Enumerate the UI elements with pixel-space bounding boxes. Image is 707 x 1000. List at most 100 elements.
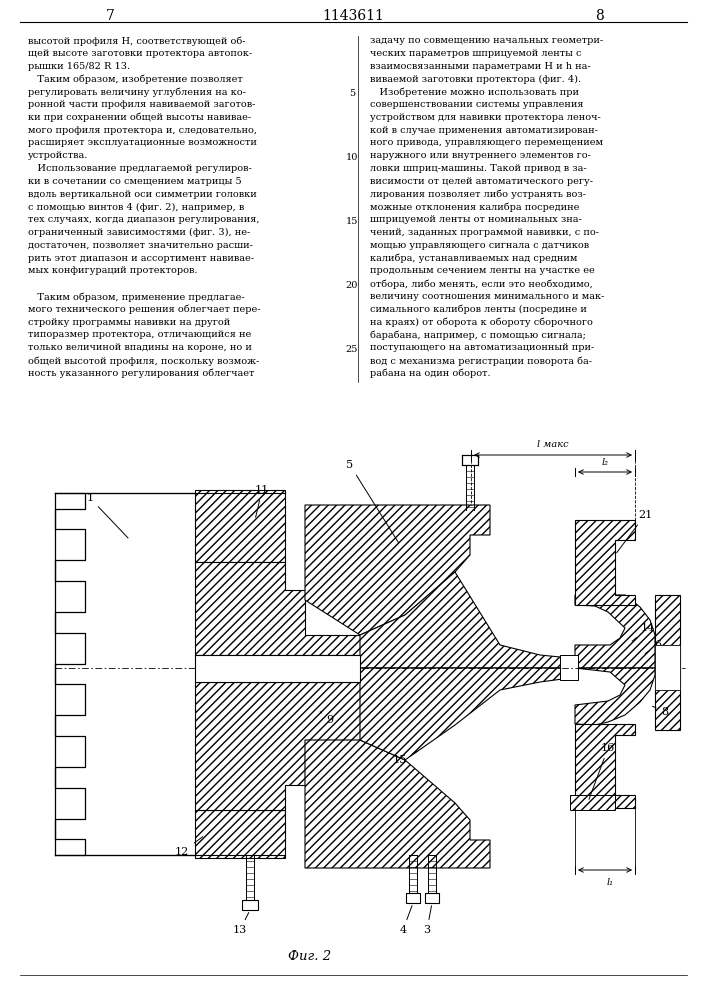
Text: 25: 25 [346,345,358,354]
Polygon shape [655,645,680,690]
Text: 13: 13 [233,912,249,935]
Polygon shape [195,810,285,858]
Text: регулировать величину углубления на ко-: регулировать величину углубления на ко- [28,87,246,97]
Polygon shape [360,572,570,668]
Text: мого технического решения облегчает пере-: мого технического решения облегчает пере… [28,305,260,314]
Text: чений, заданных программой навивки, с по-: чений, заданных программой навивки, с по… [370,228,599,237]
Text: устройством для навивки протектора леноч-: устройством для навивки протектора леноч… [370,113,601,122]
Bar [195,655,360,682]
Text: 1143611: 1143611 [322,9,384,23]
Text: ческих параметров шприцуемой ленты с: ческих параметров шприцуемой ленты с [370,49,581,58]
Text: расширяет эксплуатационные возможности: расширяет эксплуатационные возможности [28,138,257,147]
Text: щей высоте заготовки протектора автопок-: щей высоте заготовки протектора автопок- [28,49,252,58]
Polygon shape [195,562,360,655]
Text: кой в случае применения автоматизирован-: кой в случае применения автоматизирован- [370,126,598,135]
Text: ки при сохранении общей высоты навивае-: ки при сохранении общей высоты навивае- [28,113,251,122]
Bar [425,893,439,903]
Text: виваемой заготовки протектора (фиг. 4).: виваемой заготовки протектора (фиг. 4). [370,74,581,84]
Text: только величиной впадины на короне, но и: только величиной впадины на короне, но и [28,343,252,352]
Text: с помощью винтов 4 (фиг. 2), например, в: с помощью винтов 4 (фиг. 2), например, в [28,202,244,212]
Text: 8: 8 [595,9,604,23]
Bar [570,795,615,810]
Text: наружного или внутреннего элементов го-: наружного или внутреннего элементов го- [370,151,591,160]
Text: 5: 5 [346,460,399,543]
Polygon shape [575,520,635,605]
Text: 5: 5 [349,89,355,98]
Text: 6: 6 [645,640,662,653]
Text: отбора, либо менять, если это необходимо,: отбора, либо менять, если это необходимо… [370,279,592,289]
Text: лирования позволяет либо устранять воз-: лирования позволяет либо устранять воз- [370,190,586,199]
Polygon shape [575,724,635,808]
Text: мощью управляющего сигнала с датчиков: мощью управляющего сигнала с датчиков [370,241,589,250]
Bar [462,455,478,465]
Text: 15: 15 [346,217,358,226]
Text: Таким образом, применение предлагае-: Таким образом, применение предлагае- [28,292,245,302]
Text: 14: 14 [632,623,655,641]
Text: 15: 15 [393,751,418,765]
Text: высотой профиля Н, соответствующей об-: высотой профиля Н, соответствующей об- [28,36,245,45]
Polygon shape [195,490,285,562]
Text: 10: 10 [346,153,358,162]
Text: Таким образом, изобретение позволяет: Таким образом, изобретение позволяет [28,74,243,84]
Text: рить этот диапазон и ассортимент навивае-: рить этот диапазон и ассортимент навивае… [28,254,254,263]
Text: 10: 10 [660,668,677,685]
Text: типоразмер протектора, отличающийся не: типоразмер протектора, отличающийся не [28,330,251,339]
Text: вод с механизма регистрации поворота ба-: вод с механизма регистрации поворота ба- [370,356,592,365]
Text: задачу по совмещению начальных геометри-: задачу по совмещению начальных геометри- [370,36,603,45]
Text: тех случаях, когда диапазон регулирования,: тех случаях, когда диапазон регулировани… [28,215,259,224]
Text: ки в сочетании со смещением матрицы 5: ки в сочетании со смещением матрицы 5 [28,177,242,186]
Text: l₂: l₂ [602,458,609,467]
Text: 21: 21 [617,510,652,553]
Text: стройку программы навивки на другой: стройку программы навивки на другой [28,318,230,327]
Text: калибра, устанавливаемых над средним: калибра, устанавливаемых над средним [370,254,578,263]
Text: l макс: l макс [537,440,569,449]
Text: рабана на один оборот.: рабана на один оборот. [370,369,491,378]
Text: 3: 3 [423,906,431,935]
Polygon shape [195,682,360,810]
Bar [242,900,258,910]
Text: висимости от целей автоматического регу-: висимости от целей автоматического регу- [370,177,593,186]
Polygon shape [655,595,680,668]
Text: 11: 11 [255,485,269,517]
Polygon shape [305,740,490,868]
Polygon shape [575,668,655,725]
Text: 1: 1 [86,493,128,538]
Text: ограниченный зависимостями (фиг. 3), не-: ограниченный зависимостями (фиг. 3), не- [28,228,250,237]
Bar [560,655,578,680]
Text: взаимосвязанными параметрами Н и h на-: взаимосвязанными параметрами Н и h на- [370,62,590,71]
Text: барабана, например, с помощью сигнала;: барабана, например, с помощью сигнала; [370,330,586,340]
Text: ронной части профиля навиваемой заготов-: ронной части профиля навиваемой заготов- [28,100,255,109]
Bar [406,893,420,903]
Text: на краях) от оборота к обороту сборочного: на краях) от оборота к обороту сборочног… [370,318,593,327]
Text: шприцуемой ленты от номинальных зна-: шприцуемой ленты от номинальных зна- [370,215,582,224]
Text: общей высотой профиля, поскольку возмож-: общей высотой профиля, поскольку возмож- [28,356,259,365]
Text: поступающего на автоматизационный при-: поступающего на автоматизационный при- [370,343,595,352]
Text: 20: 20 [346,281,358,290]
Text: можные отклонения калибра посредине: можные отклонения калибра посредине [370,202,579,212]
Text: 4: 4 [399,906,412,935]
Polygon shape [305,505,490,635]
Text: ность указанного регулирования облегчает: ность указанного регулирования облегчает [28,369,255,378]
Text: достаточен, позволяет значительно расши-: достаточен, позволяет значительно расши- [28,241,253,250]
Text: мого профиля протектора и, следовательно,: мого профиля протектора и, следовательно… [28,126,257,135]
Text: ного привода, управляющего перемещением: ного привода, управляющего перемещением [370,138,603,147]
Polygon shape [655,668,680,730]
Text: ловки шприц-машины. Такой привод в за-: ловки шприц-машины. Такой привод в за- [370,164,587,173]
Text: 7: 7 [105,9,115,23]
Text: рышки 165/82 R 13.: рышки 165/82 R 13. [28,62,130,71]
Text: величину соотношения минимального и мак-: величину соотношения минимального и мак- [370,292,604,301]
Text: 16: 16 [589,743,615,799]
Text: 8: 8 [653,706,669,717]
Polygon shape [360,668,570,760]
Text: l₁: l₁ [607,878,614,887]
Text: мых конфигураций протекторов.: мых конфигураций протекторов. [28,266,197,275]
Text: симального калибров ленты (посредине и: симального калибров ленты (посредине и [370,305,587,314]
Text: устройства.: устройства. [28,151,88,160]
Text: Использование предлагаемой регулиров-: Использование предлагаемой регулиров- [28,164,252,173]
Text: 9: 9 [320,712,334,725]
Text: Изобретение можно использовать при: Изобретение можно использовать при [370,87,579,97]
Polygon shape [575,595,655,668]
Text: продольным сечением ленты на участке ее: продольным сечением ленты на участке ее [370,266,595,275]
Text: совершенствовании системы управления: совершенствовании системы управления [370,100,583,109]
Text: 12: 12 [175,837,203,857]
